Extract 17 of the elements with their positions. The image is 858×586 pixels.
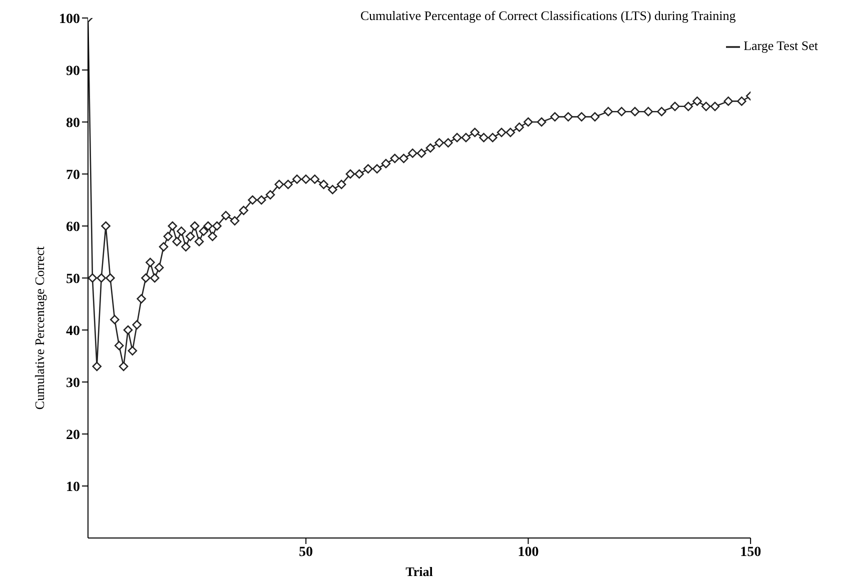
y-tick-label: 70 (66, 168, 80, 183)
x-axis-title: Trial (406, 564, 434, 579)
x-tick-label: 50 (298, 544, 313, 560)
y-tick-label: 40 (66, 324, 80, 339)
y-tick-label: 30 (66, 376, 80, 391)
y-tick-label: 100 (59, 12, 80, 27)
x-tick-label: 150 (740, 544, 762, 560)
y-tick-label: 20 (66, 428, 80, 443)
x-tick-label: 100 (518, 544, 539, 560)
chart-title: Cumulative Percentage of Correct Classifications (LTS) during Training (359, 8, 737, 24)
y-tick-label: 80 (66, 116, 80, 131)
y-tick-label: 60 (66, 220, 80, 235)
legend-label: Large Test Set (744, 38, 818, 53)
y-tick-label: 90 (66, 64, 80, 79)
y-tick-label: 50 (66, 272, 80, 287)
y-tick-label: 10 (66, 480, 80, 495)
y-axis-title: Cumulative Percentage Correct (32, 246, 48, 410)
